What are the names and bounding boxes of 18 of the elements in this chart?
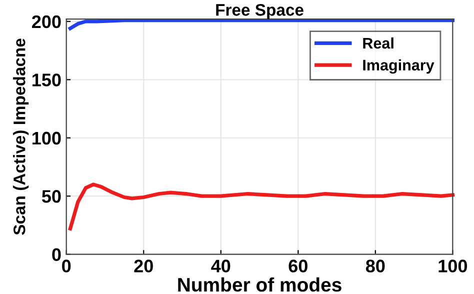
y-tick-label: 0: [52, 248, 61, 262]
y-tick-label: 50: [42, 190, 61, 203]
x-tick-label: 80: [366, 260, 385, 272]
y-tick-label: 150: [32, 74, 61, 86]
x-tick-label: 0: [62, 260, 71, 272]
x-tick-label: 40: [211, 260, 230, 272]
chart-title: Free Space: [216, 4, 304, 20]
legend-label: Imaginary: [363, 59, 434, 74]
line-series: [68, 182, 454, 230]
x-tick-label: 60: [288, 260, 308, 272]
x-tick-label: 20: [134, 260, 153, 272]
y-tick-label: 200: [32, 15, 61, 28]
line-series: [68, 18, 454, 30]
y-axis-title: Scan (Active) Impedacne: [13, 38, 29, 235]
x-tick-label: 100: [438, 260, 467, 272]
legend-label: Real: [363, 37, 394, 49]
y-tick-label: 100: [32, 132, 61, 145]
x-axis-title: Number of modes: [178, 277, 342, 292]
